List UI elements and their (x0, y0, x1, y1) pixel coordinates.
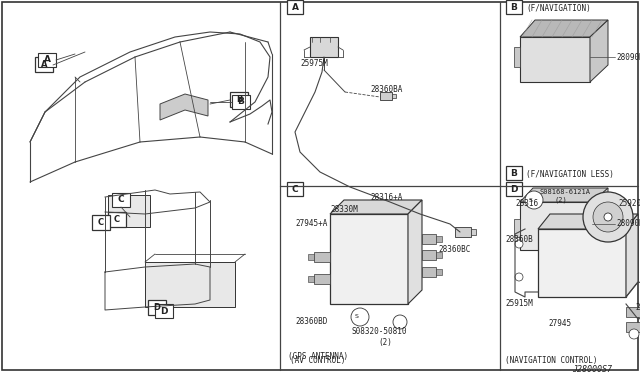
Circle shape (604, 213, 612, 221)
Bar (108, 212, 126, 227)
Bar (626, 322, 640, 332)
Bar (308, 254, 314, 260)
Circle shape (583, 192, 633, 242)
Text: A: A (44, 55, 51, 64)
Polygon shape (626, 214, 638, 297)
Text: 28090MA: 28090MA (616, 219, 640, 228)
Text: 28316: 28316 (515, 199, 538, 208)
Bar (108, 195, 150, 227)
Text: D: D (510, 185, 518, 193)
Polygon shape (160, 94, 208, 120)
Bar (308, 276, 314, 282)
Bar (436, 236, 442, 242)
Bar (287, 0, 303, 14)
Text: 28360BD: 28360BD (295, 317, 328, 327)
Bar (148, 300, 166, 315)
Text: 27945+A: 27945+A (295, 219, 328, 228)
Bar (436, 269, 442, 275)
Text: S08320-50810: S08320-50810 (352, 327, 408, 337)
Text: B: B (511, 3, 517, 12)
Text: B: B (237, 97, 244, 106)
Bar (145, 262, 235, 307)
Polygon shape (408, 200, 422, 304)
Bar (230, 92, 248, 107)
Circle shape (593, 202, 623, 232)
Bar (310, 37, 338, 57)
Text: 28316+A: 28316+A (370, 192, 403, 202)
Text: (AV CONTROL): (AV CONTROL) (290, 356, 346, 365)
Text: 25915M: 25915M (505, 299, 532, 308)
Text: 28360B: 28360B (505, 235, 532, 244)
Bar (314, 274, 330, 284)
Bar (155, 304, 173, 318)
Text: (2): (2) (555, 197, 568, 203)
Polygon shape (520, 20, 608, 37)
Circle shape (629, 329, 639, 339)
Circle shape (393, 315, 407, 329)
Bar (314, 252, 330, 262)
Text: C: C (98, 218, 104, 227)
Bar (422, 250, 436, 260)
Polygon shape (520, 188, 608, 202)
Polygon shape (592, 188, 608, 250)
Circle shape (515, 273, 523, 281)
Bar (392, 94, 396, 98)
Bar (455, 227, 471, 237)
Text: 27945: 27945 (548, 320, 571, 328)
Bar (287, 182, 303, 196)
Bar (35, 57, 53, 72)
Text: 28360BA: 28360BA (370, 84, 403, 93)
Text: 28090M: 28090M (616, 52, 640, 61)
Bar (92, 215, 110, 230)
Text: D: D (154, 303, 161, 312)
Polygon shape (590, 20, 608, 82)
Text: A: A (291, 3, 298, 12)
Text: 28360B: 28360B (635, 302, 640, 311)
Bar (471, 229, 476, 235)
Bar (112, 193, 130, 207)
Bar (506, 0, 522, 14)
Text: 28360BC: 28360BC (438, 246, 470, 254)
Text: C: C (114, 215, 120, 224)
Bar (232, 95, 250, 109)
Text: D: D (160, 307, 168, 315)
Text: 25920N: 25920N (618, 199, 640, 208)
Bar (38, 53, 56, 67)
Text: (NAVIGATION CONTROL): (NAVIGATION CONTROL) (505, 356, 598, 365)
Text: S08168-6121A: S08168-6121A (540, 189, 591, 195)
Text: J28000S7: J28000S7 (572, 365, 612, 372)
Circle shape (351, 308, 369, 326)
Circle shape (515, 240, 523, 248)
Text: B: B (511, 169, 517, 177)
Text: S: S (355, 314, 359, 320)
Bar (436, 252, 442, 258)
Bar (506, 182, 522, 196)
Polygon shape (330, 200, 422, 214)
Text: 28330M: 28330M (330, 205, 358, 215)
Text: B: B (236, 95, 242, 104)
Bar (538, 229, 626, 297)
Bar (514, 47, 520, 67)
Bar (506, 166, 522, 180)
Bar (514, 219, 520, 237)
Circle shape (525, 191, 543, 209)
Text: (F/NAVIGATION LESS): (F/NAVIGATION LESS) (526, 170, 614, 179)
Bar (520, 202, 592, 250)
Text: (GPS ANTENNA): (GPS ANTENNA) (288, 353, 348, 362)
Bar (422, 234, 436, 244)
Text: (2): (2) (378, 337, 392, 346)
Text: S: S (529, 198, 533, 202)
Text: C: C (292, 185, 298, 193)
Text: A: A (41, 60, 47, 69)
Text: (F/NAVIGATION): (F/NAVIGATION) (526, 3, 591, 13)
Bar (422, 267, 436, 277)
Bar (330, 214, 408, 304)
Text: C: C (118, 196, 124, 205)
Bar (520, 37, 590, 82)
Bar (380, 92, 392, 100)
Polygon shape (538, 214, 638, 229)
Text: 25975M: 25975M (300, 60, 328, 68)
Bar (626, 307, 640, 317)
